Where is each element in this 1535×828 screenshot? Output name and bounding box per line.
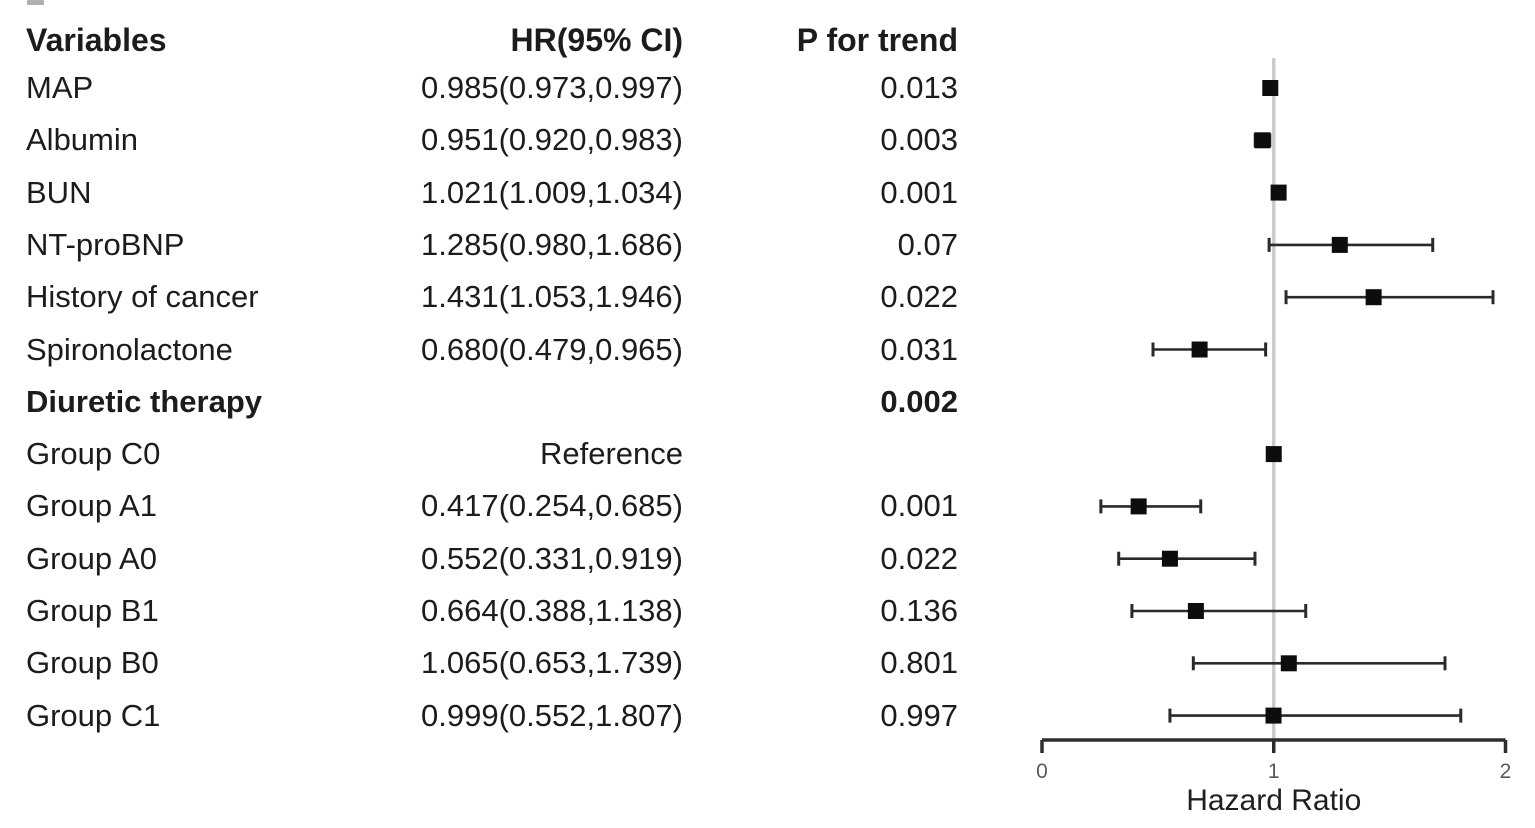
forest-marker xyxy=(1161,550,1178,567)
forest-marker xyxy=(1331,236,1348,253)
row-hr-ci: 0.999(0.552,1.807) xyxy=(421,697,683,733)
row-p-value: 0.07 xyxy=(897,226,958,262)
row-hr-ci: 0.951(0.920,0.983) xyxy=(421,122,683,158)
row-label: BUN xyxy=(26,174,92,210)
row-hr-ci: 1.285(0.980,1.686) xyxy=(421,226,683,262)
row-label: MAP xyxy=(26,70,94,105)
row-label: Spironolactone xyxy=(26,331,233,367)
row-label: Diuretic therapy xyxy=(26,383,263,419)
row-hr-ci: 0.664(0.388,1.138) xyxy=(421,593,683,628)
x-tick-label: 1 xyxy=(1268,760,1280,783)
row-label: Group C0 xyxy=(26,436,161,472)
col-header-variables: Variables xyxy=(26,22,167,58)
row-p-value: 0.031 xyxy=(880,331,958,367)
row-label: History of cancer xyxy=(26,279,259,315)
col-header-p-trend: P for trend xyxy=(796,22,958,58)
row-p-value: 0.003 xyxy=(880,122,958,158)
x-axis-title: Hazard Ratio xyxy=(1186,784,1361,817)
row-p-value: 0.022 xyxy=(880,279,958,315)
row-hr-ci: 0.985(0.973,0.997) xyxy=(421,70,683,105)
row-p-value: 0.022 xyxy=(880,540,958,576)
row-label: Albumin xyxy=(26,122,138,158)
row-p-value: 0.002 xyxy=(880,383,958,419)
forest-marker xyxy=(1187,603,1204,619)
row-p-value: 0.801 xyxy=(880,645,958,681)
row-p-value: 0.013 xyxy=(880,70,958,105)
crop-artifact xyxy=(27,0,44,5)
row-p-value: 0.136 xyxy=(880,593,958,628)
row-p-value: 0.001 xyxy=(880,174,958,210)
row-hr-ci: 1.065(0.653,1.739) xyxy=(421,645,683,681)
row-label: Group B1 xyxy=(26,593,159,628)
row-p-value: 0.997 xyxy=(880,697,958,733)
row-hr-ci: 1.431(1.053,1.946) xyxy=(421,279,683,315)
forest-marker xyxy=(1191,341,1208,358)
x-tick-label: 2 xyxy=(1500,760,1512,783)
x-tick-label: 0 xyxy=(1036,760,1048,783)
forest-marker xyxy=(1130,498,1147,515)
forest-marker xyxy=(1265,707,1282,724)
row-label: NT-proBNP xyxy=(26,226,185,262)
forest-marker xyxy=(1262,80,1279,96)
reference-marker xyxy=(1265,446,1282,463)
forest-marker xyxy=(1270,184,1287,201)
row-label: Group A0 xyxy=(26,540,157,576)
row-hr-ci: 0.552(0.331,0.919) xyxy=(421,540,683,576)
col-header-hr-ci: HR(95% CI) xyxy=(510,22,683,58)
row-hr-ci: 0.680(0.479,0.965) xyxy=(421,331,683,367)
row-label: Group B0 xyxy=(26,645,159,681)
row-p-value: 0.001 xyxy=(880,488,958,524)
forest-marker xyxy=(1365,289,1382,306)
forest-marker xyxy=(1280,655,1297,672)
row-hr-ci: Reference xyxy=(539,436,683,472)
row-hr-ci: 1.021(1.009,1.034) xyxy=(421,174,683,210)
row-label: Group A1 xyxy=(26,488,157,524)
row-label: Group C1 xyxy=(26,697,161,733)
row-hr-ci: 0.417(0.254,0.685) xyxy=(421,488,683,524)
forest-marker xyxy=(1254,132,1271,149)
